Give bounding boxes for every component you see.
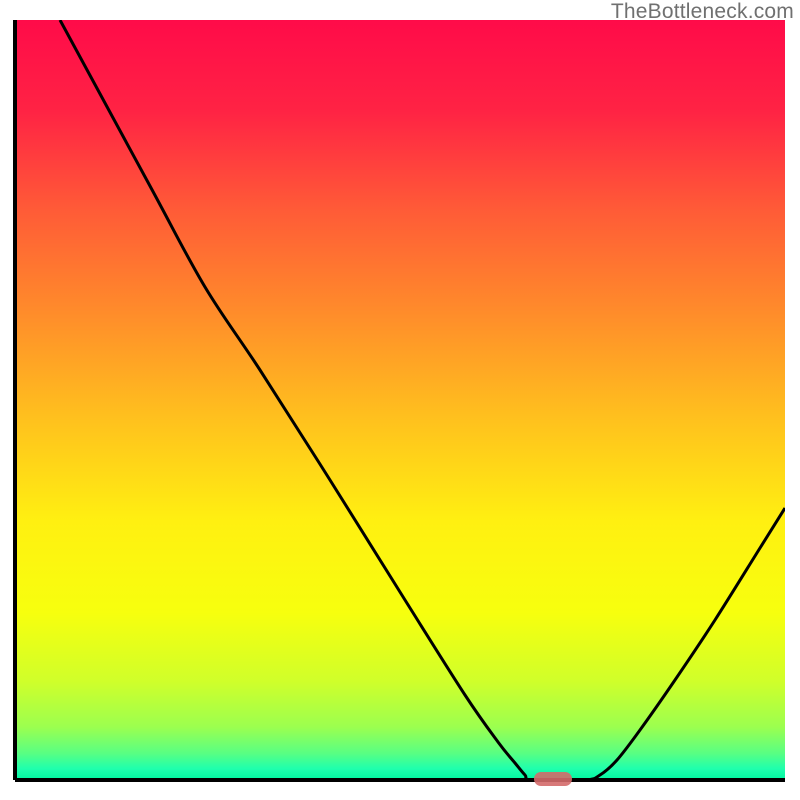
watermark-text: TheBottleneck.com bbox=[611, 0, 794, 24]
optimum-marker bbox=[534, 772, 572, 786]
gradient-background bbox=[15, 20, 785, 780]
chart-container: TheBottleneck.com bbox=[0, 0, 800, 800]
bottleneck-chart bbox=[0, 0, 800, 800]
